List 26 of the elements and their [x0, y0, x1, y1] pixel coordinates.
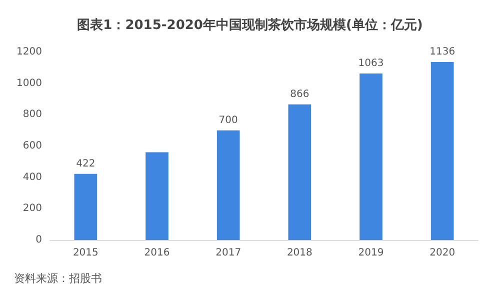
data-label: 700 [218, 114, 238, 126]
x-tick-label: 2019 [358, 248, 384, 258]
bar [288, 104, 312, 240]
x-tick-label: 2018 [286, 248, 312, 258]
y-tick-label: 200 [22, 203, 42, 214]
bar [146, 152, 168, 240]
x-tick-label: 2020 [430, 248, 456, 258]
bar [216, 130, 240, 240]
text: 资料来源：招股书 [14, 272, 102, 285]
y-tick-label: 400 [22, 172, 42, 183]
y-tick-label: 800 [22, 109, 42, 120]
data-label: 1136 [430, 46, 456, 58]
y-tick-label: 1200 [16, 46, 42, 58]
x-tick-label: 2015 [72, 248, 98, 258]
x-tick-label: 2017 [216, 248, 242, 258]
y-tick-label: 0 [36, 234, 42, 246]
y-tick-label: 600 [22, 140, 42, 152]
bar [74, 174, 98, 240]
data-label: 422 [76, 158, 96, 170]
bar [430, 62, 454, 240]
bar [360, 73, 382, 240]
data-label: 866 [290, 88, 310, 100]
y-tick-label: 1000 [16, 78, 42, 89]
x-tick-label: 2016 [144, 248, 170, 258]
chart-title: 图表1：2015-2020年中国现制茶饮市场规模(单位：亿元) [77, 17, 423, 33]
data-label: 1063 [358, 58, 384, 69]
